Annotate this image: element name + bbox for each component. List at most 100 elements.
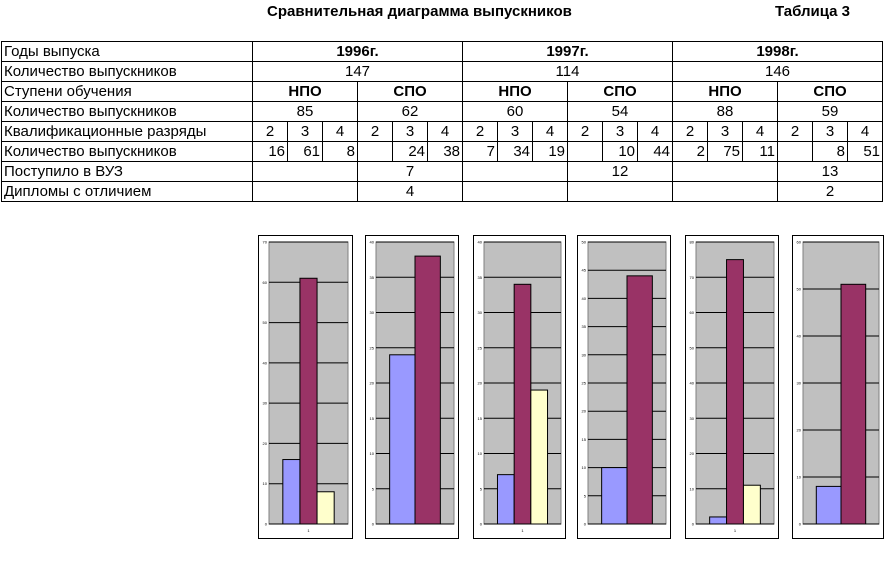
bar [316, 491, 335, 525]
chart-1996-spo: 0 5 10 15 20 25 30 35 40 [365, 235, 459, 539]
chart-1998-spo: 0 10 20 30 40 50 60 [792, 235, 884, 539]
rank-count-cell [357, 141, 393, 162]
chart-svg: 0 5 10 15 20 25 30 35 40 45 50 [582, 240, 667, 527]
y-tick-label: 10 [690, 486, 695, 491]
y-tick-label: 40 [263, 360, 268, 365]
y-tick-label: 30 [797, 381, 802, 386]
year-cell: 1998г. [672, 41, 883, 62]
row-label: Количество выпускников [1, 61, 253, 82]
bar [815, 485, 842, 525]
level-count-cell: 59 [777, 101, 883, 122]
table-number-label: Таблица 3 [775, 3, 851, 20]
bar [742, 484, 761, 525]
y-tick-label: 45 [582, 268, 587, 273]
bar [414, 255, 441, 525]
y-tick-label: 30 [582, 352, 587, 357]
rank-count-cell: 61 [287, 141, 323, 162]
y-tick-label: 80 [690, 240, 695, 245]
rank-count-cell: 16 [252, 141, 288, 162]
rank-count-cell: 51 [847, 141, 883, 162]
total-cell: 146 [672, 61, 883, 82]
row-label: Количество выпускников [1, 101, 253, 122]
x-tick-label: 1 [307, 528, 310, 533]
y-tick-label: 5 [584, 493, 587, 498]
y-tick-label: 10 [797, 475, 802, 480]
level-cell: НПО [462, 81, 568, 102]
row-label: Количество выпускников [1, 141, 253, 162]
y-tick-label: 20 [797, 428, 802, 433]
y-tick-label: 0 [265, 522, 268, 527]
y-tick-label: 60 [797, 240, 802, 245]
rank-count-cell: 11 [742, 141, 778, 162]
y-tick-label: 50 [797, 287, 802, 292]
y-tick-label: 40 [797, 334, 802, 339]
table-row-ranks: Квалификационные разряды 2 3 4 2 3 4 2 3… [1, 121, 883, 142]
level-cell: СПО [777, 81, 883, 102]
bar [726, 259, 744, 525]
y-tick-label: 40 [370, 240, 375, 245]
rank-cell: 3 [812, 121, 848, 142]
y-tick-label: 35 [370, 275, 375, 280]
y-tick-label: 30 [370, 310, 375, 315]
level-cell: СПО [567, 81, 673, 102]
university-cell: 7 [357, 161, 463, 182]
honors-cell: 4 [357, 181, 463, 202]
level-cell: НПО [252, 81, 358, 102]
university-cell: 12 [567, 161, 673, 182]
y-tick-label: 10 [582, 465, 587, 470]
rank-count-cell: 19 [532, 141, 568, 162]
y-tick-label: 20 [263, 441, 268, 446]
empty-cell [252, 161, 358, 182]
y-tick-label: 0 [799, 522, 802, 527]
level-count-cell: 88 [672, 101, 778, 122]
rank-count-cell [567, 141, 603, 162]
level-count-cell: 54 [567, 101, 673, 122]
y-tick-label: 70 [263, 240, 268, 245]
bar [513, 283, 532, 525]
y-tick-label: 15 [582, 437, 587, 442]
rank-count-cell: 38 [427, 141, 463, 162]
university-cell: 13 [777, 161, 883, 182]
level-count-cell: 62 [357, 101, 463, 122]
empty-cell [462, 161, 568, 182]
chart-svg: 0 10 20 30 40 50 60 70 1 [263, 240, 349, 533]
level-cell: НПО [672, 81, 778, 102]
year-cell: 1997г. [462, 41, 673, 62]
y-tick-label: 30 [690, 416, 695, 421]
row-label: Дипломы с отличием [1, 181, 253, 202]
y-tick-label: 50 [263, 320, 268, 325]
table-row-honors: Дипломы с отличием 4 2 [1, 181, 883, 202]
rank-count-cell: 75 [707, 141, 743, 162]
rank-cell: 2 [567, 121, 603, 142]
chart-svg: 0 5 10 15 20 25 30 35 40 1 [478, 240, 562, 533]
honors-cell [567, 181, 673, 202]
y-tick-label: 25 [370, 345, 375, 350]
rank-count-cell: 10 [602, 141, 638, 162]
bar [601, 467, 628, 525]
level-count-cell: 85 [252, 101, 358, 122]
bar [299, 277, 318, 525]
total-cell: 147 [252, 61, 463, 82]
rank-count-cell: 34 [497, 141, 533, 162]
bar [626, 275, 653, 525]
y-tick-label: 60 [690, 310, 695, 315]
table-row-university: Поступило в ВУЗ 7 12 13 [1, 161, 883, 182]
y-tick-label: 35 [478, 275, 483, 280]
rank-cell: 4 [322, 121, 358, 142]
table-row-total-graduates: Количество выпускников 147 114 146 [1, 61, 883, 82]
rank-cell: 4 [532, 121, 568, 142]
chart-1997-npo: 0 5 10 15 20 25 30 35 40 1 [473, 235, 566, 539]
row-label: Квалификационные разряды [1, 121, 253, 142]
y-tick-label: 0 [372, 522, 375, 527]
table-row-rank-graduates: Количество выпускников 16 61 8 24 38 7 3… [1, 141, 883, 162]
graduates-table: Годы выпуска 1996г. 1997г. 1998г. Количе… [1, 41, 883, 202]
rank-cell: 4 [637, 121, 673, 142]
chart-svg: 0 5 10 15 20 25 30 35 40 [370, 240, 455, 527]
empty-cell [252, 181, 358, 202]
rank-cell: 2 [672, 121, 708, 142]
y-tick-label: 40 [582, 296, 587, 301]
y-tick-label: 5 [480, 486, 483, 491]
chart-1996-npo: 0 10 20 30 40 50 60 70 1 [258, 235, 353, 539]
rank-cell: 4 [742, 121, 778, 142]
row-label: Поступило в ВУЗ [1, 161, 253, 182]
